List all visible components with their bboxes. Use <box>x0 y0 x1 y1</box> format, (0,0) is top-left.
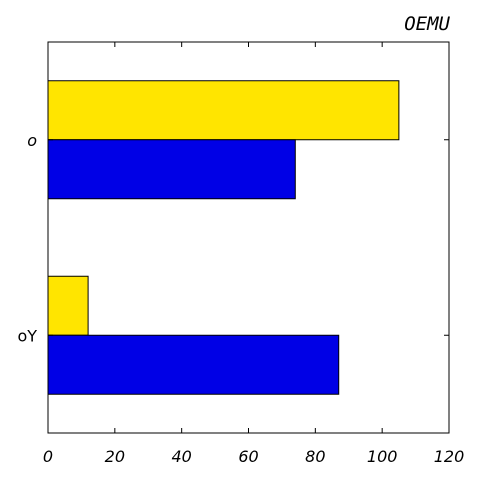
bar-o-series-1 <box>47 80 400 141</box>
x-tick-label: 0 <box>43 447 53 466</box>
bar-oY-series-1 <box>47 275 89 336</box>
bar-oY-series-2 <box>47 334 340 395</box>
x-tick-label: 100 <box>367 447 398 466</box>
bars-group <box>47 80 400 395</box>
bar-o-series-2 <box>47 139 296 200</box>
category-label: oY <box>17 326 37 345</box>
x-tick-label: 40 <box>171 447 191 466</box>
category-label: o <box>27 131 37 150</box>
x-tick-label: 60 <box>238 447 258 466</box>
ticks-group <box>47 42 450 433</box>
category-labels: o oY <box>17 131 37 346</box>
x-tick-label: 20 <box>105 447 125 466</box>
chart-title: OEMU <box>404 13 450 35</box>
x-tick-label: 80 <box>305 447 325 466</box>
x-tick-label: 120 <box>434 447 465 466</box>
x-tick-labels: 0 20 40 60 80 100 120 <box>43 447 464 466</box>
